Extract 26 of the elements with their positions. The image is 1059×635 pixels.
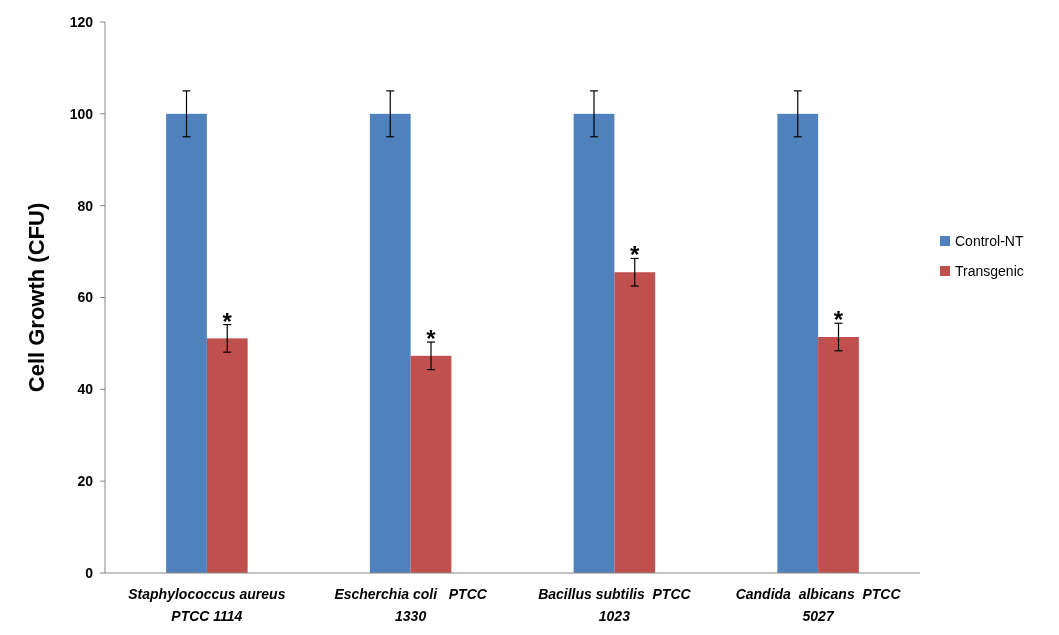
x-tick-label: Escherchia coli PTCC 1330 — [334, 586, 488, 624]
bar — [777, 113, 819, 573]
x-tick-label: Bacillus subtilis PTCC 1023 — [538, 586, 692, 624]
x-tick-label: Candida albicans PTCC 5027 — [735, 586, 902, 624]
y-tick-label: 40 — [77, 381, 94, 398]
x-tick-label: Staphylococcus aureus PTCC 1114 — [128, 586, 286, 624]
legend-label: Transgenic — [955, 262, 1024, 279]
bar — [818, 336, 859, 573]
y-tick-label: 0 — [85, 564, 94, 581]
annotation: * — [426, 325, 437, 353]
legend-label: Control-NT — [955, 232, 1024, 249]
bar — [410, 355, 452, 573]
bar — [573, 113, 615, 573]
annotation: * — [630, 241, 641, 269]
bar — [206, 338, 248, 573]
y-tick-label: 120 — [69, 13, 94, 30]
bar — [369, 113, 411, 573]
bar — [166, 113, 207, 573]
y-tick-label: 20 — [77, 473, 94, 490]
y-tick-label: 80 — [77, 197, 94, 214]
y-axis-title: Cell Growth (CFU) — [24, 202, 49, 393]
annotation: * — [833, 306, 844, 334]
bar — [614, 272, 656, 573]
y-tick-label: 100 — [69, 105, 94, 122]
y-tick-label: 60 — [77, 289, 94, 306]
annotation: * — [222, 308, 233, 336]
